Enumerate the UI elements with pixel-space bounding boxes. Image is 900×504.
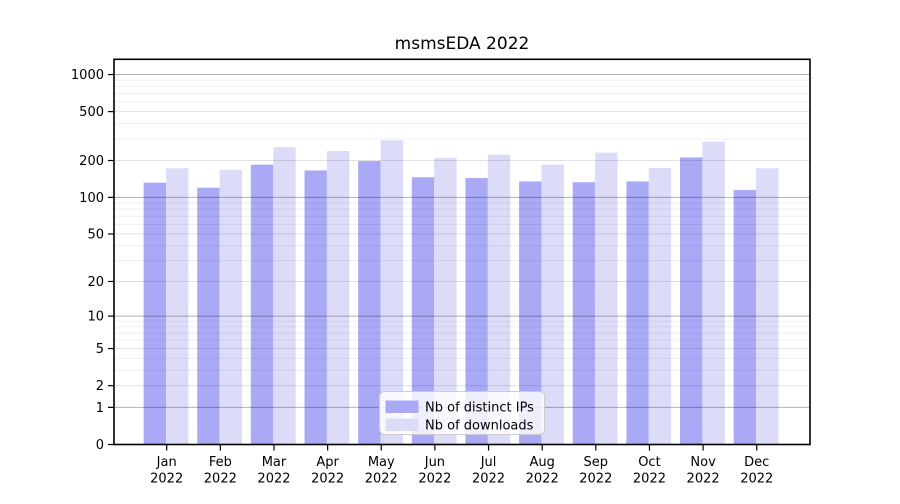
- x-tick-label-year: 2022: [633, 472, 666, 487]
- x-tick-label-year: 2022: [740, 472, 773, 487]
- bar-downloads-may: [380, 140, 403, 445]
- bar-ips-oct: [626, 181, 649, 445]
- y-tick-label: 2: [96, 379, 104, 394]
- y-tick-label: 100: [79, 191, 104, 206]
- bar-ips-may: [358, 161, 381, 445]
- x-tick-label-month: Nov: [690, 455, 716, 470]
- x-tick-label-year: 2022: [204, 472, 237, 487]
- x-tick-label-month: Mar: [262, 455, 287, 470]
- bar-downloads-mar: [273, 147, 296, 445]
- bar-ips-feb: [197, 187, 220, 445]
- bar-downloads-jan: [166, 168, 189, 445]
- x-tick-label-year: 2022: [365, 472, 398, 487]
- x-tick-label-month: Apr: [316, 455, 339, 470]
- bar-ips-apr: [304, 170, 327, 445]
- bar-downloads-sep: [595, 152, 618, 445]
- axes-layer: 0 1 2 5 10 20 50 100 200 500 1000 Jan 2022 Feb 2022 Mar…: [71, 58, 811, 487]
- y-tick-label: 200: [79, 154, 104, 169]
- y-tick-label: 1000: [71, 68, 104, 83]
- chart-title: msmsEDA 2022: [395, 34, 530, 54]
- legend-box: [379, 391, 545, 435]
- x-tick-label-month: Jul: [480, 455, 497, 470]
- legend-swatch-ips: [385, 400, 419, 413]
- bar-ips-nov: [680, 157, 703, 445]
- x-tick-label-month: Jun: [424, 455, 445, 470]
- bar-downloads-feb: [219, 169, 243, 445]
- legend-label-ips: Nb of distinct IPs: [425, 401, 534, 416]
- y-tick-label: 10: [87, 310, 104, 325]
- y-tick-label: 500: [79, 105, 104, 120]
- bar-ips-aug: [519, 181, 542, 445]
- x-tick-label-month: May: [368, 455, 395, 470]
- y-tick-label: 0: [96, 438, 104, 453]
- legend-label-downloads: Nb of downloads: [425, 419, 534, 434]
- y-tick-label: 5: [96, 342, 104, 357]
- x-tick-label-month: Oct: [638, 455, 660, 470]
- legend: Nb of distinct IPs Nb of downloads: [379, 391, 545, 435]
- y-tick-label: 50: [87, 227, 104, 242]
- bar-downloads-jun: [434, 157, 457, 445]
- grid-layer: [114, 74, 810, 408]
- bar-downloads-aug: [541, 164, 564, 445]
- y-tick-label: 1: [96, 401, 104, 416]
- x-tick-label-year: 2022: [311, 472, 344, 487]
- x-tick-label-month: Jan: [156, 455, 177, 470]
- x-tick-label-year: 2022: [418, 472, 451, 487]
- x-tick-label-year: 2022: [472, 472, 505, 487]
- bar-downloads-apr: [326, 151, 350, 445]
- x-tick-label-year: 2022: [150, 472, 183, 487]
- x-tick-label-year: 2022: [257, 472, 290, 487]
- x-tick-label-year: 2022: [526, 472, 559, 487]
- x-tick-label-month: Feb: [209, 455, 232, 470]
- x-tick-label-month: Aug: [529, 455, 554, 470]
- bar-ips-jun: [411, 177, 435, 445]
- bar-downloads-nov: [702, 141, 725, 445]
- bar-ips-dec: [733, 189, 757, 445]
- x-tick-label-year: 2022: [579, 472, 612, 487]
- bars-layer: [143, 140, 779, 445]
- bar-ips-mar: [250, 164, 274, 445]
- bar-ips-jul: [465, 178, 488, 445]
- bar-ips-jan: [143, 182, 166, 445]
- bar-downloads-jul: [487, 154, 511, 445]
- legend-swatch-downloads: [385, 418, 419, 431]
- y-tick-label: 20: [87, 275, 104, 290]
- axis-frame: [113, 58, 811, 446]
- bar-ips-sep: [572, 182, 596, 445]
- bar-downloads-dec: [756, 168, 779, 445]
- x-tick-label-month: Dec: [744, 455, 769, 470]
- x-tick-label-month: Sep: [584, 455, 609, 470]
- x-tick-label-year: 2022: [687, 472, 720, 487]
- bar-downloads-oct: [648, 167, 672, 445]
